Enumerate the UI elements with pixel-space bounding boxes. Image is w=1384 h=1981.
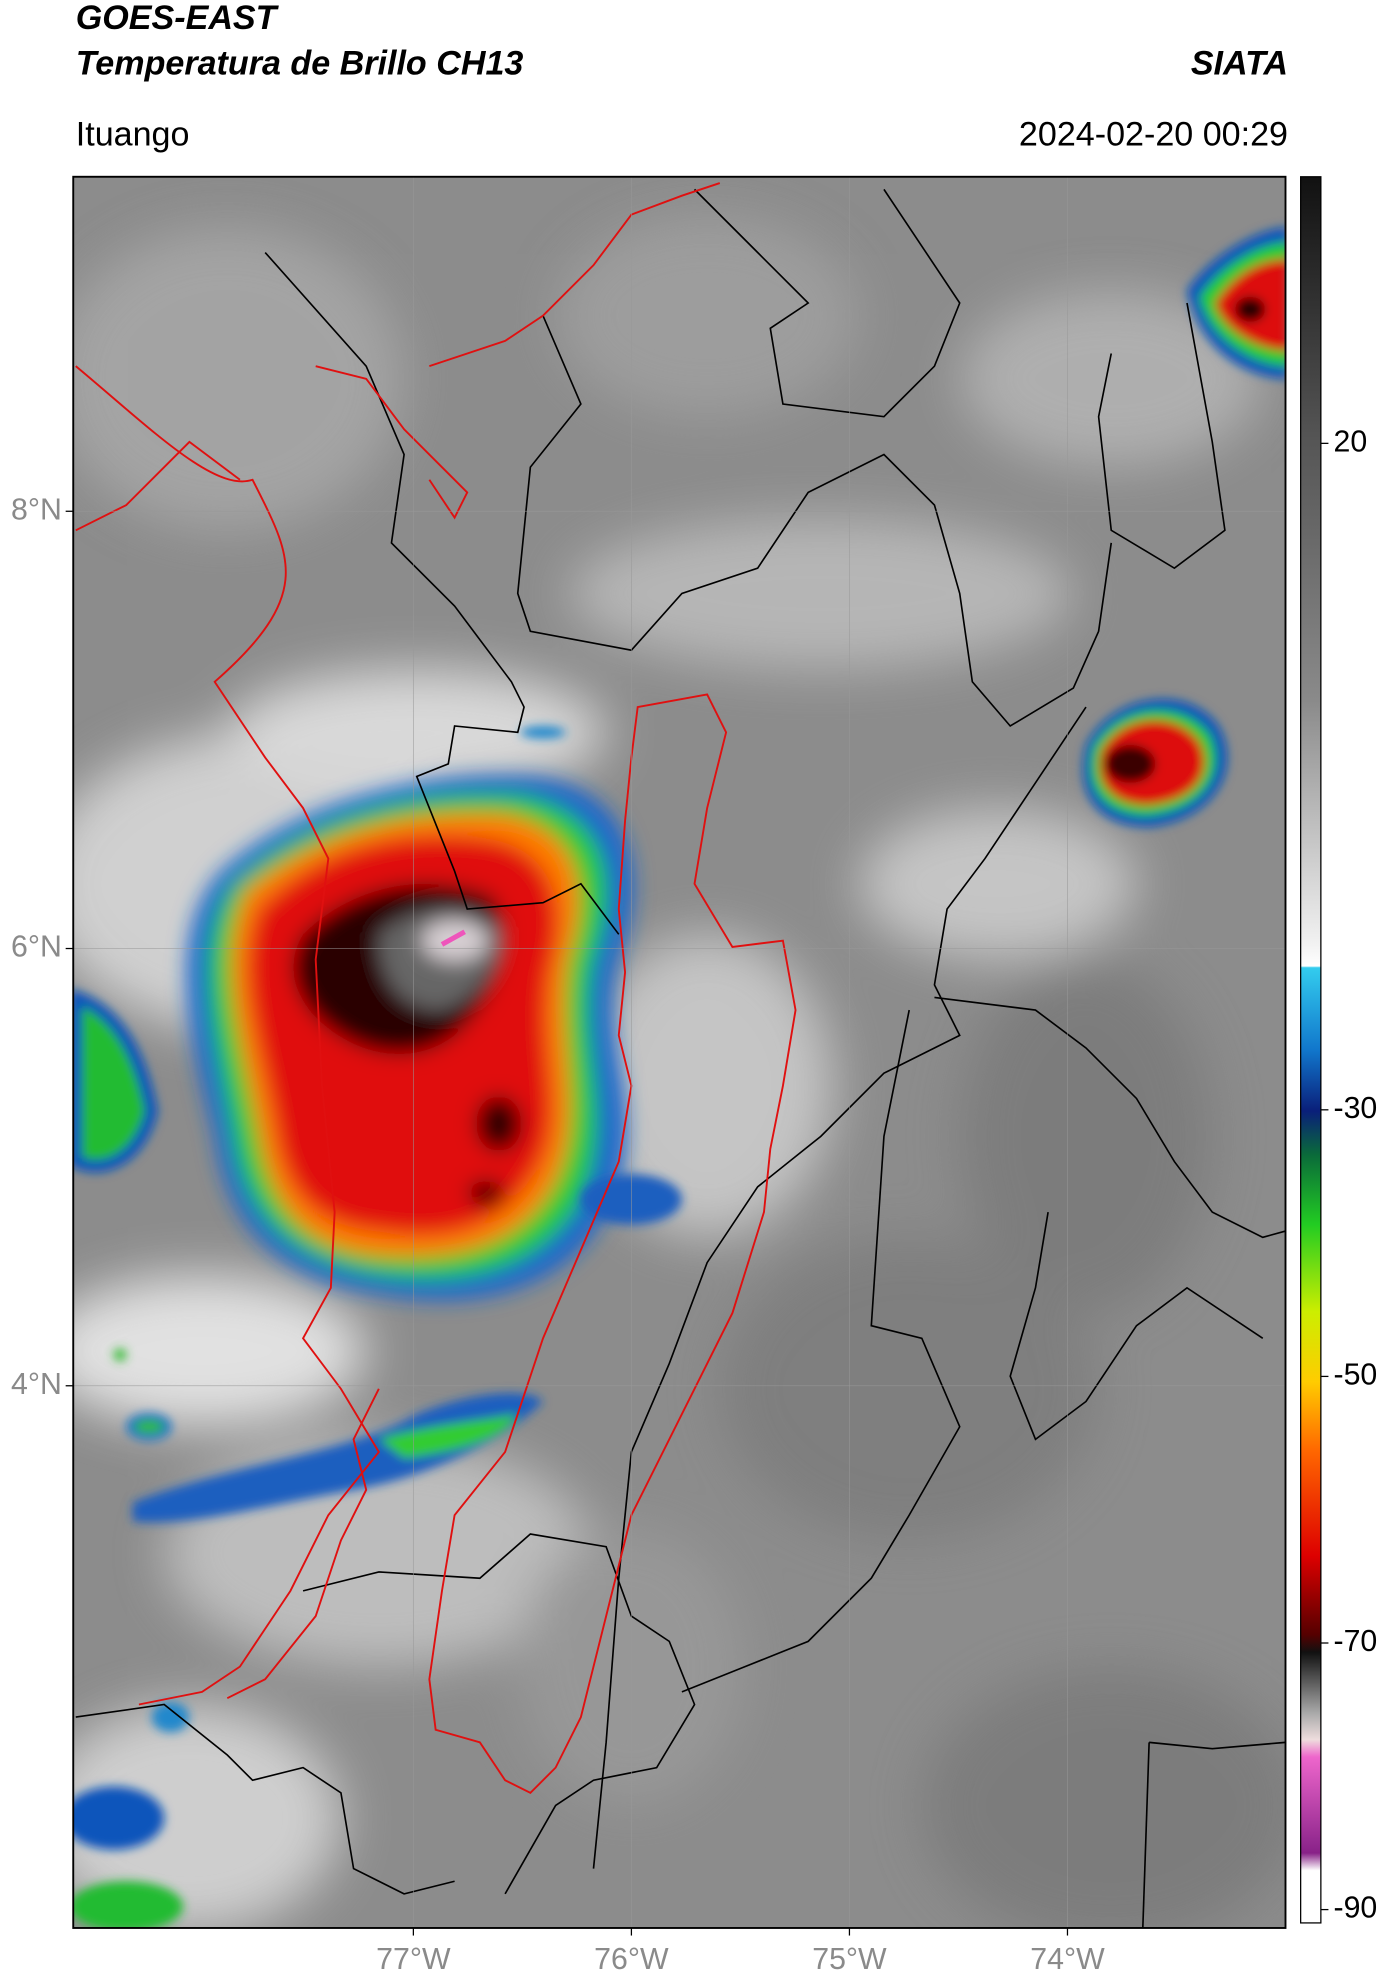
lon-tick-label: 75°W <box>812 1943 887 1976</box>
colorbar-tick-label: -90 <box>1333 1892 1377 1925</box>
lat-tick-label: 8°N <box>11 493 62 526</box>
lon-tick-label: 76°W <box>594 1943 669 1976</box>
subtitle: Temperatura de Brillo CH13 <box>76 45 524 83</box>
lon-tick-label: 77°W <box>376 1943 451 1976</box>
colorbar-tick-label: -70 <box>1333 1625 1377 1658</box>
map-frame <box>72 175 1287 1929</box>
title: GOES-EAST <box>76 0 280 37</box>
lat-tick-label: 6°N <box>11 931 62 964</box>
colorbar-tick-label: 20 <box>1333 425 1367 458</box>
colorbar-tick-label: -50 <box>1333 1358 1377 1391</box>
lat-tick-label: 4°N <box>11 1368 62 1401</box>
datetime: 2024-02-20 00:29 <box>1019 115 1288 153</box>
lon-tick-label: 74°W <box>1030 1943 1105 1976</box>
source: SIATA <box>1191 45 1288 83</box>
colorbar-tick-label: -30 <box>1333 1092 1377 1125</box>
map-imagery <box>73 176 1286 1928</box>
location: Ituango <box>76 115 190 153</box>
grid <box>73 176 1286 1928</box>
colorbar <box>1300 176 1322 1924</box>
